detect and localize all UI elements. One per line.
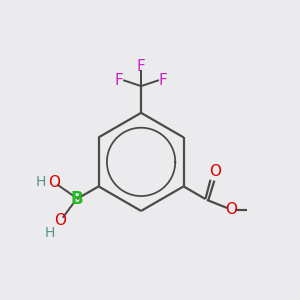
Text: B: B [70,190,83,208]
Text: O: O [54,213,66,228]
Text: F: F [137,59,146,74]
Text: O: O [225,202,237,217]
Text: O: O [209,164,221,179]
Text: F: F [159,73,168,88]
Text: O: O [48,175,60,190]
Text: H: H [36,175,46,189]
Text: F: F [114,73,123,88]
Text: H: H [45,226,55,240]
